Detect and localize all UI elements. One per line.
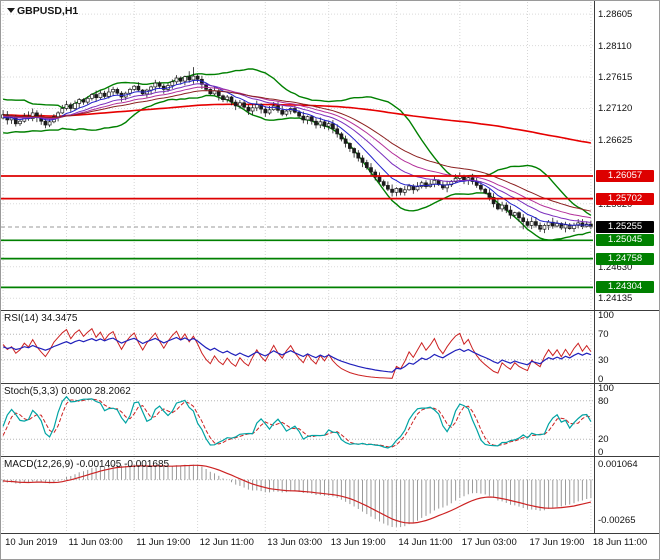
chart-marker-icon xyxy=(7,8,15,13)
stoch-indicator-label: Stoch(5,3,3) 0.0000 28.2062 xyxy=(4,386,131,397)
rsi-indicator-label: RSI(14) 34.3475 xyxy=(4,313,78,324)
macd-indicator-label: MACD(12,26,9) -0.001405 -0.001685 xyxy=(4,459,170,470)
symbol-timeframe-label: GBPUSD,H1 xyxy=(17,5,79,17)
